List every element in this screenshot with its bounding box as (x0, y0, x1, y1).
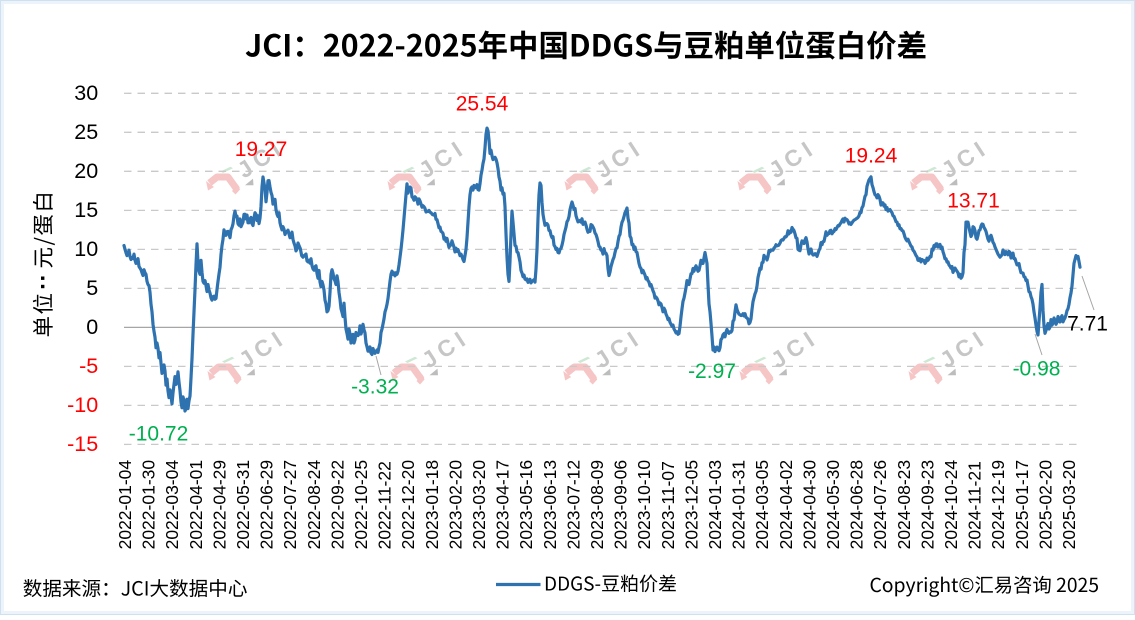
svg-text:2024-04-30: 2024-04-30 (799, 460, 819, 550)
svg-text:2024-01-31: 2024-01-31 (729, 460, 749, 550)
svg-text:2024-07-26: 2024-07-26 (870, 460, 890, 550)
svg-text:2025-01-17: 2025-01-17 (1012, 460, 1032, 550)
svg-text:2024-04-02: 2024-04-02 (776, 460, 796, 550)
svg-text:2022-03-04: 2022-03-04 (162, 460, 182, 550)
svg-text:2024-06-28: 2024-06-28 (847, 460, 867, 550)
svg-text:10: 10 (74, 237, 98, 261)
svg-text:2022-04-01: 2022-04-01 (186, 460, 206, 550)
svg-text:2024-09-23: 2024-09-23 (917, 460, 937, 550)
svg-text:15: 15 (74, 198, 98, 222)
svg-text:-3.32: -3.32 (351, 376, 399, 399)
svg-text:2022-07-27: 2022-07-27 (280, 460, 300, 550)
svg-text:2023-03-20: 2023-03-20 (469, 460, 489, 550)
svg-text:2023-07-12: 2023-07-12 (563, 460, 583, 550)
svg-text:2024-01-03: 2024-01-03 (705, 460, 725, 550)
svg-text:2022-04-29: 2022-04-29 (209, 460, 229, 550)
svg-text:2022-09-22: 2022-09-22 (327, 460, 347, 550)
svg-text:-15: -15 (67, 432, 98, 456)
svg-text:-0.98: -0.98 (1013, 358, 1061, 381)
svg-text:2024-03-05: 2024-03-05 (752, 460, 772, 550)
svg-text:2025-02-20: 2025-02-20 (1035, 460, 1055, 550)
svg-text:2023-04-17: 2023-04-17 (493, 460, 513, 550)
svg-text:2023-11-07: 2023-11-07 (658, 461, 678, 549)
svg-text:-2.97: -2.97 (688, 360, 736, 383)
svg-text:-10.72: -10.72 (129, 423, 189, 446)
svg-text:2022-08-24: 2022-08-24 (304, 460, 324, 550)
svg-text:13.71: 13.71 (947, 190, 1000, 213)
svg-text:2023-09-06: 2023-09-06 (611, 460, 631, 550)
svg-text:2025-03-20: 2025-03-20 (1059, 460, 1079, 550)
svg-text:2023-01-18: 2023-01-18 (422, 460, 442, 550)
svg-text:5: 5 (86, 276, 98, 300)
svg-text:2022-01-04: 2022-01-04 (115, 460, 135, 550)
svg-text:2024-10-24: 2024-10-24 (941, 460, 961, 550)
svg-text:2024-08-23: 2024-08-23 (894, 460, 914, 550)
svg-text:2024-12-19: 2024-12-19 (988, 460, 1008, 550)
svg-text:-10: -10 (67, 393, 98, 417)
svg-text:-5: -5 (79, 354, 98, 378)
svg-text:19.27: 19.27 (235, 138, 288, 161)
svg-text:2024-05-30: 2024-05-30 (823, 460, 843, 550)
svg-text:2023-12-05: 2023-12-05 (681, 460, 701, 550)
svg-text:2023-10-10: 2023-10-10 (634, 460, 654, 550)
svg-text:2023-05-16: 2023-05-16 (516, 460, 536, 550)
svg-text:2022-01-30: 2022-01-30 (139, 460, 159, 550)
svg-text:2022-05-31: 2022-05-31 (233, 460, 253, 550)
svg-text:25: 25 (74, 120, 98, 144)
svg-text:2022-12-20: 2022-12-20 (398, 460, 418, 550)
svg-text:7.71: 7.71 (1067, 313, 1108, 336)
svg-text:2022-06-29: 2022-06-29 (257, 460, 277, 550)
svg-text:2024-11-21: 2024-11-21 (965, 461, 985, 549)
svg-text:2023-06-13: 2023-06-13 (540, 460, 560, 550)
svg-text:2022-11-22: 2022-11-22 (375, 461, 395, 549)
svg-text:0: 0 (86, 315, 98, 339)
svg-text:2023-02-20: 2023-02-20 (445, 460, 465, 550)
svg-text:20: 20 (74, 159, 98, 183)
svg-text:30: 30 (74, 81, 98, 105)
svg-text:19.24: 19.24 (845, 145, 898, 168)
svg-text:2022-10-25: 2022-10-25 (351, 460, 371, 550)
svg-text:25.54: 25.54 (456, 93, 509, 116)
svg-text:2023-08-09: 2023-08-09 (587, 460, 607, 550)
